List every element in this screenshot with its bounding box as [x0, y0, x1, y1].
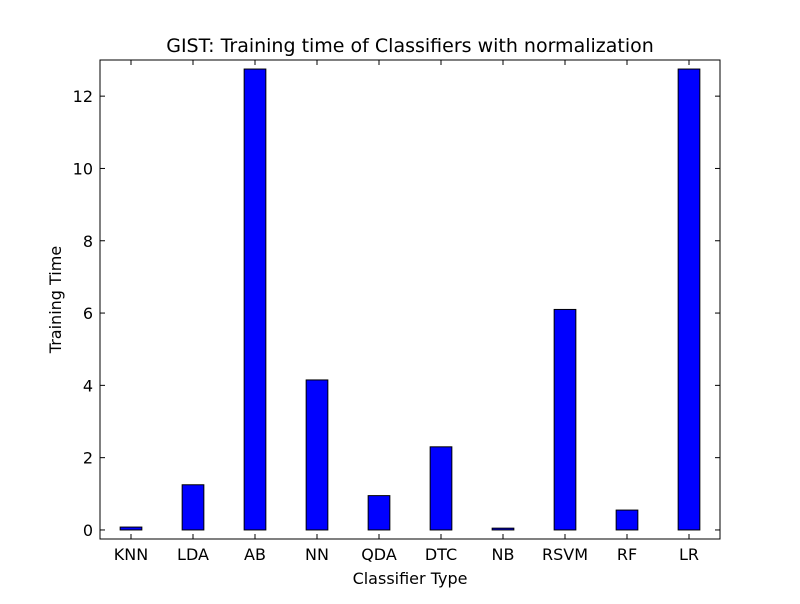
y-tick-label: 4	[83, 376, 93, 395]
y-tick-label: 2	[83, 449, 93, 468]
plot-frame	[99, 59, 721, 540]
x-tick-label: AB	[244, 545, 266, 564]
y-tick-label: 12	[73, 87, 93, 106]
x-tick-label: NN	[305, 545, 329, 564]
bar-rsvm	[553, 308, 577, 531]
y-tick-label: 6	[83, 304, 93, 323]
x-tick-label: LDA	[177, 545, 209, 564]
x-tick-label: LR	[679, 545, 699, 564]
x-tick-label: KNN	[114, 545, 148, 564]
y-tick-label: 10	[73, 159, 93, 178]
bar-nn	[305, 379, 329, 531]
x-tick-label: RF	[617, 545, 637, 564]
x-tick-label: RSVM	[542, 545, 588, 564]
bar-rf	[615, 509, 639, 531]
bar-lr	[677, 68, 701, 531]
x-tick-label: QDA	[361, 545, 397, 564]
bar-nb	[491, 527, 515, 531]
bar-knn	[119, 526, 143, 531]
bar-qda	[367, 495, 391, 531]
y-tick-label: 8	[83, 232, 93, 251]
y-tick-label: 0	[83, 521, 93, 540]
bar-dtc	[429, 446, 453, 531]
x-ticks-group: KNN LDA AB NN QDA DTC NB RSVM RF LR	[114, 60, 699, 564]
x-tick-label: DTC	[425, 545, 457, 564]
chart-title: GIST: Training time of Classifiers with …	[166, 35, 654, 57]
x-tick-label: NB	[492, 545, 515, 564]
y-ticks-group: 0 2 4 6 8 10 12	[73, 87, 720, 540]
y-axis-label: Training Time	[46, 246, 65, 354]
bars-group	[119, 68, 701, 531]
bar-lda	[181, 484, 205, 531]
x-axis-label: Classifier Type	[353, 569, 468, 588]
bar-ab	[243, 68, 267, 531]
